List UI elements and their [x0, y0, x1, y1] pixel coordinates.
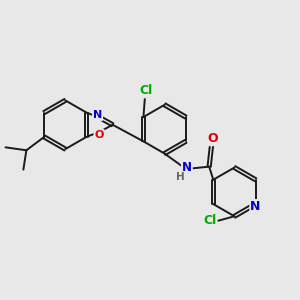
Text: N: N [250, 200, 261, 213]
Text: N: N [93, 110, 102, 120]
Text: Cl: Cl [203, 214, 216, 227]
Text: O: O [94, 130, 104, 140]
Text: O: O [208, 132, 218, 145]
Text: N: N [182, 161, 192, 174]
Text: Cl: Cl [139, 84, 152, 98]
Text: H: H [176, 172, 184, 182]
